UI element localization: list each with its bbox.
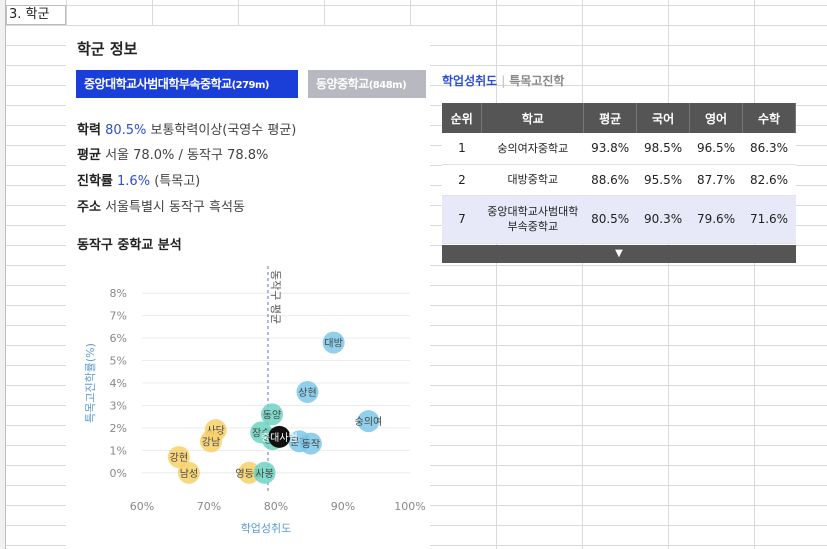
cell-korean: 98.5% <box>636 133 690 165</box>
y-tick-label: 2% <box>110 422 127 435</box>
academic-value: 80.5% <box>105 123 147 138</box>
x-tick-label: 90% <box>331 500 355 513</box>
cell-rank: 1 <box>442 133 482 165</box>
data-point-label: 중대사범 <box>261 432 298 444</box>
y-tick-label: 3% <box>110 399 127 412</box>
table-row[interactable]: 2 대방중학교 88.6% 95.5% 87.7% 82.6% <box>442 164 796 196</box>
tab-school-current-distance: (279m) <box>231 80 270 91</box>
col-school: 학교 <box>481 103 585 133</box>
tab-school-current-label: 중앙대학교사범대학부속중학교 <box>84 77 232 91</box>
tab-school-other-label: 동양중학교 <box>316 77 369 91</box>
y-tick-label: 6% <box>110 332 127 345</box>
y-tick-label: 5% <box>110 355 127 368</box>
data-point <box>299 432 322 455</box>
cell-average: 80.5% <box>583 195 637 244</box>
data-point <box>322 331 345 354</box>
address-label: 주소 <box>77 200 101 215</box>
info-academic: 학력 80.5% 보통학력이상(국영수 평균) <box>77 119 296 138</box>
data-point <box>357 410 380 433</box>
x-axis-label: 학업성취도 <box>241 522 292 535</box>
col-english: 영어 <box>689 103 744 133</box>
y-axis-label: 특목고진학률(%) <box>84 343 97 423</box>
col-math: 수학 <box>742 103 796 133</box>
data-point-label: 숭의여 <box>355 416 383 428</box>
x-tick-label: 70% <box>197 500 221 513</box>
cell-school: 숭의여자중학교 <box>481 133 584 165</box>
y-tick-label: 1% <box>110 444 127 457</box>
cell-english: 79.6% <box>689 195 743 244</box>
y-tick-label: 7% <box>110 310 127 323</box>
cell-average: 88.6% <box>583 164 637 196</box>
cell-rank: 2 <box>442 164 482 196</box>
data-point <box>177 461 200 484</box>
tab-academic[interactable]: 학업성취도 <box>442 74 498 88</box>
data-point-label: 강남 <box>202 436 220 448</box>
ranking-table: 순위 학교 평균 국어 영어 수학 1 숭의여자중학교 93.8% 98.5% … <box>442 103 796 244</box>
cell-math: 71.6% <box>742 195 796 244</box>
data-point-label: 강현 <box>170 452 188 464</box>
average-value: 서울 78.0% / 동작구 78.8% <box>105 148 269 163</box>
address-value: 서울특별시 동작구 흑석동 <box>105 200 245 215</box>
cell-average: 93.8% <box>583 133 637 165</box>
cell-math: 82.6% <box>742 164 796 196</box>
tab-separator: | <box>501 74 506 88</box>
average-label: 평균 <box>77 148 101 163</box>
tab-advance[interactable]: 특목고진학 <box>509 74 565 88</box>
scatter-chart: 0% 1% 2% 3% 4% 5% 6% 7% 8% 60% 70% 80% 90% 100% 동작구 평균… <box>84 266 426 535</box>
cell-english: 96.5% <box>689 133 743 165</box>
data-point <box>260 403 283 426</box>
tab-school-other[interactable]: 동양중학교(848m) <box>308 70 426 98</box>
row-header <box>0 0 6 549</box>
data-point <box>268 425 291 448</box>
academic-note: 보통학력이상(국영수 평균) <box>150 123 297 138</box>
data-point <box>238 461 261 484</box>
school-district-panel: 학군 정보 중앙대학교사범대학부속중학교(279m) 동양중학교(848m) 학… <box>66 26 430 549</box>
col-rank: 순위 <box>442 103 483 133</box>
cell-a1[interactable]: 3. 학군 <box>6 5 66 25</box>
cell-korean: 90.3% <box>636 195 690 244</box>
cell-school: 대방중학교 <box>481 164 584 196</box>
y-tick-label: 0% <box>110 467 127 480</box>
col-average: 평균 <box>583 103 638 133</box>
y-tick-label: 8% <box>110 287 127 300</box>
cell-math: 86.3% <box>742 133 796 165</box>
cell-korean: 95.5% <box>636 164 690 196</box>
table-row-current-school[interactable]: 7 중앙대학교사범대학부속중학교 80.5% 90.3% 79.6% 71.6% <box>442 195 796 244</box>
data-point <box>296 380 319 403</box>
y-tick-label: 4% <box>110 377 127 390</box>
reference-line-label: 동작구 평균 <box>269 270 282 324</box>
col-korean: 국어 <box>636 103 691 133</box>
cell-english: 87.7% <box>689 164 743 196</box>
data-point <box>167 446 190 469</box>
chevron-down-icon: ▼ <box>615 248 623 259</box>
data-point-label: 사봉 <box>255 468 273 480</box>
data-point <box>253 461 276 484</box>
table-header-row: 순위 학교 평균 국어 영어 수학 <box>442 103 796 133</box>
data-point-label: 대방 <box>324 338 342 350</box>
data-point <box>200 430 223 453</box>
tab-school-other-distance: (848m) <box>368 80 407 91</box>
x-tick-label: 100% <box>394 500 425 513</box>
analysis-title: 동작구 중학교 분석 <box>77 238 182 253</box>
info-address: 주소 서울특별시 동작구 흑석동 <box>77 196 245 215</box>
advance-label: 진학률 <box>77 174 113 189</box>
cell-school: 중앙대학교사범대학부속중학교 <box>481 195 584 244</box>
data-point-label: 동작 <box>302 439 320 451</box>
info-average: 평균 서울 78.0% / 동작구 78.8% <box>77 144 268 163</box>
ranking-tabs: 학업성취도 | 특목고진학 <box>442 72 564 89</box>
advance-value: 1.6% <box>117 174 151 189</box>
x-tick-label: 80% <box>264 500 288 513</box>
cell-rank: 7 <box>442 195 482 244</box>
data-point-label: 남성 <box>180 468 198 480</box>
tab-school-current[interactable]: 중앙대학교사범대학부속중학교(279m) <box>76 70 298 98</box>
expand-button[interactable]: ▼ <box>442 245 796 263</box>
data-point-label: 동양 <box>263 409 281 421</box>
advance-note: (특목고) <box>154 174 201 189</box>
x-tick-label: 60% <box>130 500 154 513</box>
academic-label: 학력 <box>77 123 101 138</box>
table-row[interactable]: 1 숭의여자중학교 93.8% 98.5% 96.5% 86.3% <box>442 133 796 165</box>
data-point-label: 상현 <box>298 387 316 399</box>
panel-title: 학군 정보 <box>77 40 138 58</box>
info-advance: 진학률 1.6% (특목고) <box>77 170 200 189</box>
